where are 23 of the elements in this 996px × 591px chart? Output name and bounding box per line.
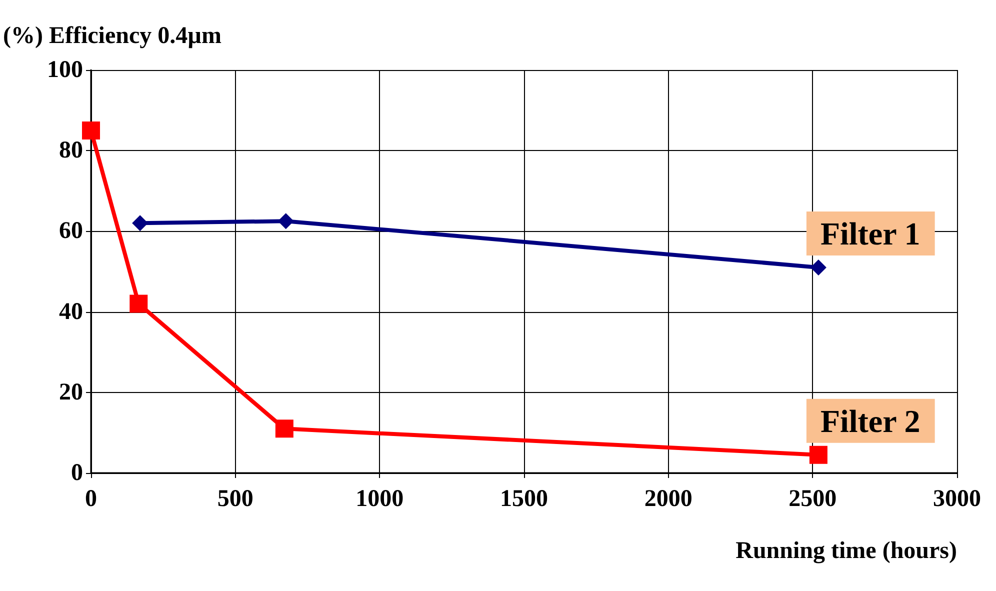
x-tick-label: 500 [217, 486, 254, 512]
y-axis-title: (%) Efficiency 0.4µm [3, 23, 222, 49]
x-tick-label: 1000 [356, 486, 404, 512]
x-axis-title: Running time (hours) [736, 538, 957, 564]
point [810, 259, 826, 276]
y-tick-label: 20 [59, 379, 83, 406]
x-tick-label: 3000 [933, 486, 981, 512]
point [132, 215, 148, 232]
point [82, 121, 100, 140]
series-label: Filter 1 [820, 215, 920, 252]
series-label: Filter 2 [820, 402, 920, 439]
point [275, 420, 294, 438]
y-tick-label: 60 [59, 218, 83, 244]
y-tick-label: 40 [59, 298, 83, 325]
x-tick-label: 2500 [788, 486, 837, 512]
y-tick-label: 80 [59, 138, 83, 164]
y-tick-label: 100 [47, 57, 83, 83]
x-tick-label: 1500 [500, 486, 548, 512]
y-tick-label: 0 [71, 460, 83, 486]
x-tick-label: 2000 [644, 486, 692, 512]
point [278, 213, 294, 230]
point [130, 294, 148, 313]
point [809, 446, 828, 464]
